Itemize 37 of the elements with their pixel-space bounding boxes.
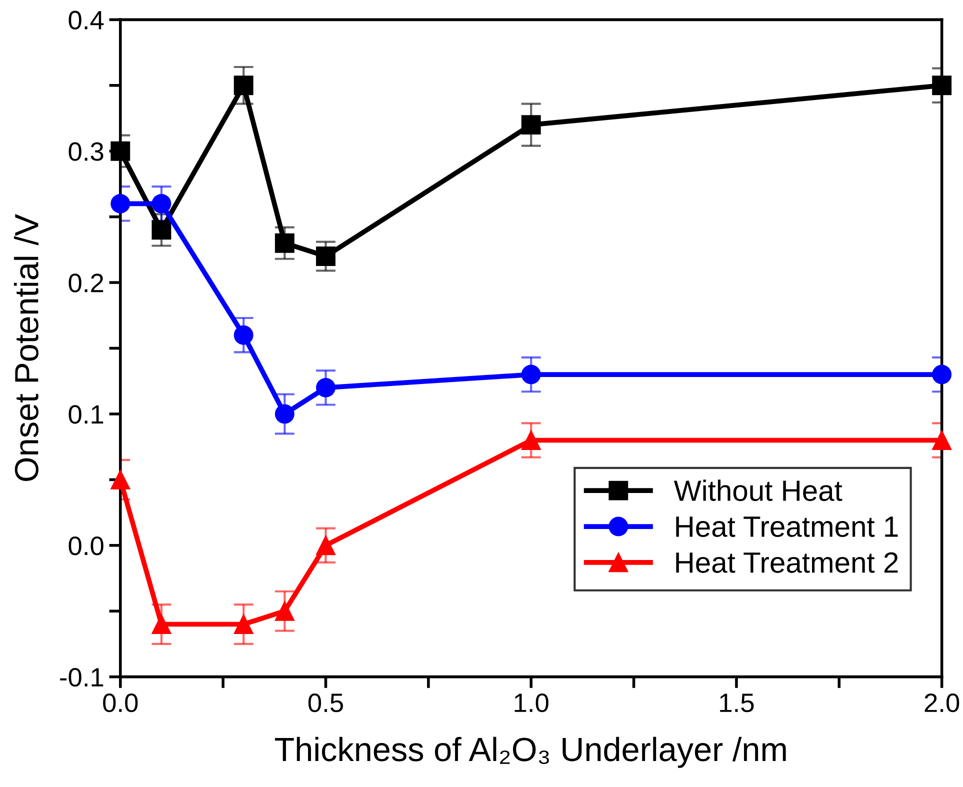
x-tick-label: 0.5 (308, 693, 343, 712)
point (110, 470, 130, 490)
point (932, 364, 952, 384)
point (274, 233, 294, 253)
y-axis-title: Onset Potential /V (14, 214, 38, 481)
y-tick-label: 0.3 (68, 142, 104, 161)
point (110, 194, 130, 214)
point (521, 115, 541, 135)
point (152, 614, 172, 634)
point (234, 614, 254, 634)
point (234, 76, 254, 96)
y-tick-label: 0.4 (68, 10, 104, 30)
x-tick-label: 0.0 (103, 693, 138, 712)
x-tick-label: 1.5 (720, 694, 754, 712)
point (521, 430, 541, 450)
point (316, 246, 336, 266)
point (274, 601, 294, 621)
point (110, 141, 130, 161)
x-tick-label: 2.0 (924, 693, 960, 712)
point (932, 76, 952, 96)
legend-label: Heat Treatment 1 (676, 516, 898, 538)
legend-label: Heat Treatment 2 (676, 552, 898, 573)
point (316, 536, 336, 556)
point (932, 430, 952, 450)
x-tick-label: 1.0 (514, 693, 548, 712)
y-tick-label: 0.0 (68, 536, 104, 556)
point (152, 220, 172, 240)
point (274, 404, 294, 424)
point (234, 325, 254, 345)
y-tick-label: 0.2 (68, 274, 104, 292)
point (152, 194, 172, 214)
y-tick-label: 0.1 (68, 405, 104, 424)
point (521, 364, 541, 384)
x-axis-title: Thickness of Al₂O₃ Underlayer /nm (274, 736, 786, 768)
y-tick-label: -0.1 (60, 668, 104, 687)
legend-label: Without Heat (674, 480, 842, 502)
point (316, 378, 336, 398)
